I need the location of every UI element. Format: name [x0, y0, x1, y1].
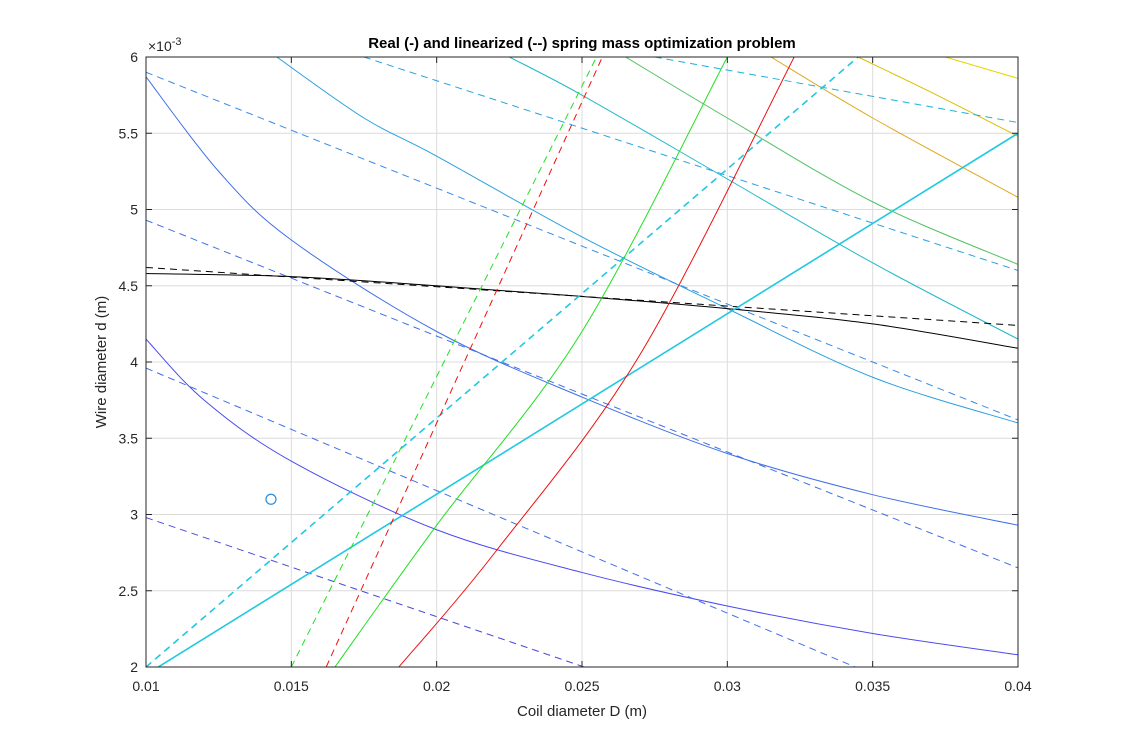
series-line-4-solid — [509, 57, 1018, 340]
y-exponent-label: ×10-3 — [148, 36, 182, 54]
y-tick-label: 4 — [130, 354, 138, 370]
x-tick-label: 0.025 — [564, 678, 599, 694]
y-tick-label: 2 — [130, 659, 138, 675]
series-line-21-solid — [398, 57, 795, 667]
series-line-11-dashed — [146, 219, 1018, 569]
series-line-19-solid — [334, 57, 728, 667]
y-tick-label: 6 — [130, 49, 138, 65]
series-line-17-solid — [156, 132, 1018, 667]
x-tick-label: 0.01 — [132, 678, 159, 694]
series-line-20-dashed — [290, 57, 597, 667]
y-tick-label: 3.5 — [119, 430, 139, 446]
series-line-9-dashed — [146, 517, 586, 667]
series-line-2-solid — [146, 76, 1018, 526]
y-tick-label: 3 — [130, 507, 138, 523]
series-line-16-dashed — [146, 266, 1018, 326]
series-group — [146, 57, 1018, 667]
y-tick-label: 2.5 — [119, 583, 139, 599]
series-line-18-dashed — [146, 57, 859, 667]
series-line-1-solid — [146, 338, 1018, 656]
y-exponent-base: ×10 — [148, 38, 172, 54]
y-exponent-power: -3 — [172, 36, 182, 48]
x-tick-label: 0.03 — [714, 678, 741, 694]
series-line-10-dashed — [146, 367, 857, 667]
series-line-8-solid — [945, 57, 1018, 79]
series-line-14-dashed — [654, 57, 1018, 124]
x-tick-label: 0.035 — [855, 678, 890, 694]
series-line-7-solid — [857, 57, 1018, 137]
y-tick-label: 5 — [130, 202, 138, 218]
ticks-group: 0.01 0.015 0.02 0.025 0.03 0.035 0.04 2 2.5 3 3.5 4… — [119, 49, 1032, 694]
series-line-13-dashed — [363, 57, 1018, 271]
y-tick-label: 4.5 — [119, 278, 139, 294]
x-axis-label: Coil diameter D (m) — [517, 703, 647, 720]
y-tick-label: 5.5 — [119, 125, 139, 141]
series-line-6-solid — [770, 57, 1018, 198]
x-tick-label: 0.02 — [423, 678, 450, 694]
marker-group — [265, 493, 277, 505]
series-line-5-solid — [625, 57, 1018, 265]
chart-title: Real (-) and linearized (--) spring mass… — [368, 35, 796, 52]
x-tick-label: 0.015 — [274, 678, 309, 694]
data-point-marker — [265, 493, 277, 505]
series-line-12-dashed — [146, 71, 1018, 421]
y-axis-label: Wire diameter d (m) — [93, 296, 110, 429]
series-line-22-dashed — [325, 57, 603, 667]
series-line-3-solid — [276, 57, 1018, 424]
x-tick-label: 0.04 — [1004, 678, 1031, 694]
